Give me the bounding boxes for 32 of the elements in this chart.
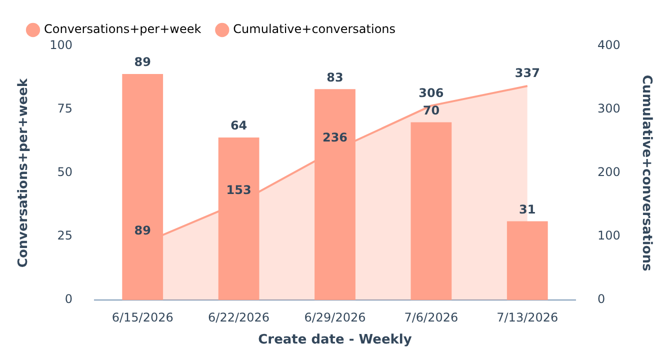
data-label: 31: [519, 202, 536, 216]
x-tick-label: 6/15/2026: [112, 310, 174, 324]
data-label: 236: [322, 130, 348, 144]
y2-tick-label: 300: [597, 102, 620, 116]
data-label: 64: [230, 118, 248, 133]
data-label: 153: [226, 182, 252, 197]
legend-label: Cumulative+conversations: [233, 22, 396, 36]
x-tick-label: 7/13/2026: [496, 310, 558, 324]
x-axis-title: Create date - Weekly: [258, 332, 412, 348]
x-tick-label: 6/22/2026: [208, 310, 270, 324]
y-tick-label: 50: [57, 165, 73, 180]
y2-tick-label: 200: [597, 165, 620, 180]
bar: [410, 122, 452, 300]
y-tick-label: 75: [57, 102, 73, 116]
y-tick-label: 100: [50, 38, 73, 52]
data-label: 89: [134, 55, 151, 70]
bar: [506, 221, 548, 300]
data-label: 89: [134, 224, 151, 238]
data-label: 83: [326, 70, 344, 84]
y2-axis-title: Cumulative+conversations: [638, 74, 654, 272]
y-tick-label: 25: [57, 228, 73, 243]
y-axis-title: Conversations+per+week: [16, 78, 32, 268]
data-label: 70: [422, 103, 440, 118]
y2-tick-label: 400: [597, 38, 620, 52]
legend-label: Conversations+per+week: [44, 22, 202, 36]
data-label: 337: [514, 66, 540, 80]
y-tick-label: 0: [64, 292, 73, 306]
y2-tick-label: 0: [597, 292, 606, 306]
x-tick-label: 6/29/2026: [304, 310, 366, 324]
x-tick-label: 7/6/2026: [404, 310, 458, 324]
y2-tick-label: 100: [597, 228, 620, 243]
data-label: 306: [418, 86, 444, 100]
